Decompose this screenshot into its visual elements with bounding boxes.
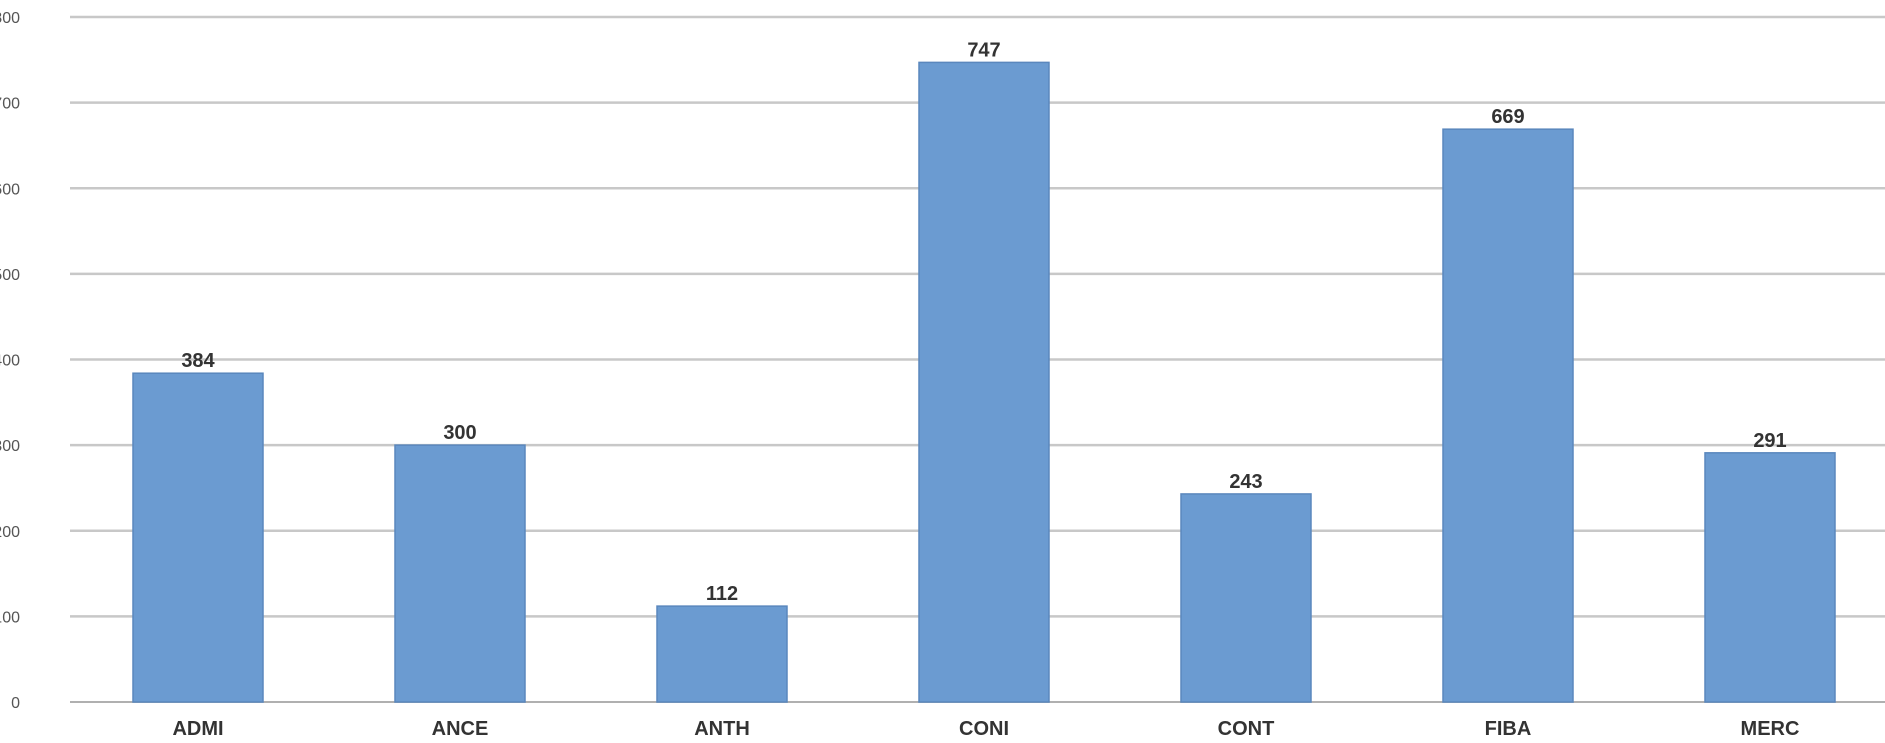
data-labels: 384 300 112 747 243 669 291 <box>181 39 1786 605</box>
bar <box>394 444 526 703</box>
bar <box>656 605 788 703</box>
y-tick-label: 0 <box>11 695 20 712</box>
x-axis-ticks: ADMI ANCE ANTH CONI CONT FIBA MERC <box>172 718 1799 740</box>
x-tick-label: MERC <box>1741 718 1800 740</box>
y-tick-label: 700 <box>0 96 20 113</box>
y-tick-label: 300 <box>0 438 20 455</box>
bars <box>132 61 1836 703</box>
bar <box>132 372 264 703</box>
y-tick-label: 400 <box>0 353 20 370</box>
x-tick-label: FIBA <box>1485 718 1532 740</box>
data-label: 384 <box>181 350 215 372</box>
bar <box>1180 493 1312 703</box>
y-tick-label: 600 <box>0 181 20 198</box>
bar <box>918 61 1050 703</box>
y-tick-label: 100 <box>0 609 20 626</box>
x-tick-label: ANTH <box>694 718 750 740</box>
y-axis-ticks: 0 100 200 300 400 500 600 700 800 <box>0 10 20 712</box>
data-label: 300 <box>443 422 476 444</box>
data-label: 112 <box>706 583 738 605</box>
y-tick-label: 200 <box>0 524 20 541</box>
data-label: 669 <box>1491 106 1524 128</box>
x-tick-label: CONT <box>1218 718 1275 740</box>
x-tick-label: ANCE <box>432 718 489 740</box>
data-label: 243 <box>1229 471 1262 493</box>
x-tick-label: CONI <box>959 718 1009 740</box>
bar <box>1442 128 1574 703</box>
bar <box>1704 452 1836 703</box>
y-tick-label: 800 <box>0 10 20 27</box>
data-label: 747 <box>967 39 1000 61</box>
y-tick-label: 500 <box>0 267 20 284</box>
x-tick-label: ADMI <box>172 718 223 740</box>
data-label: 291 <box>1753 430 1786 452</box>
